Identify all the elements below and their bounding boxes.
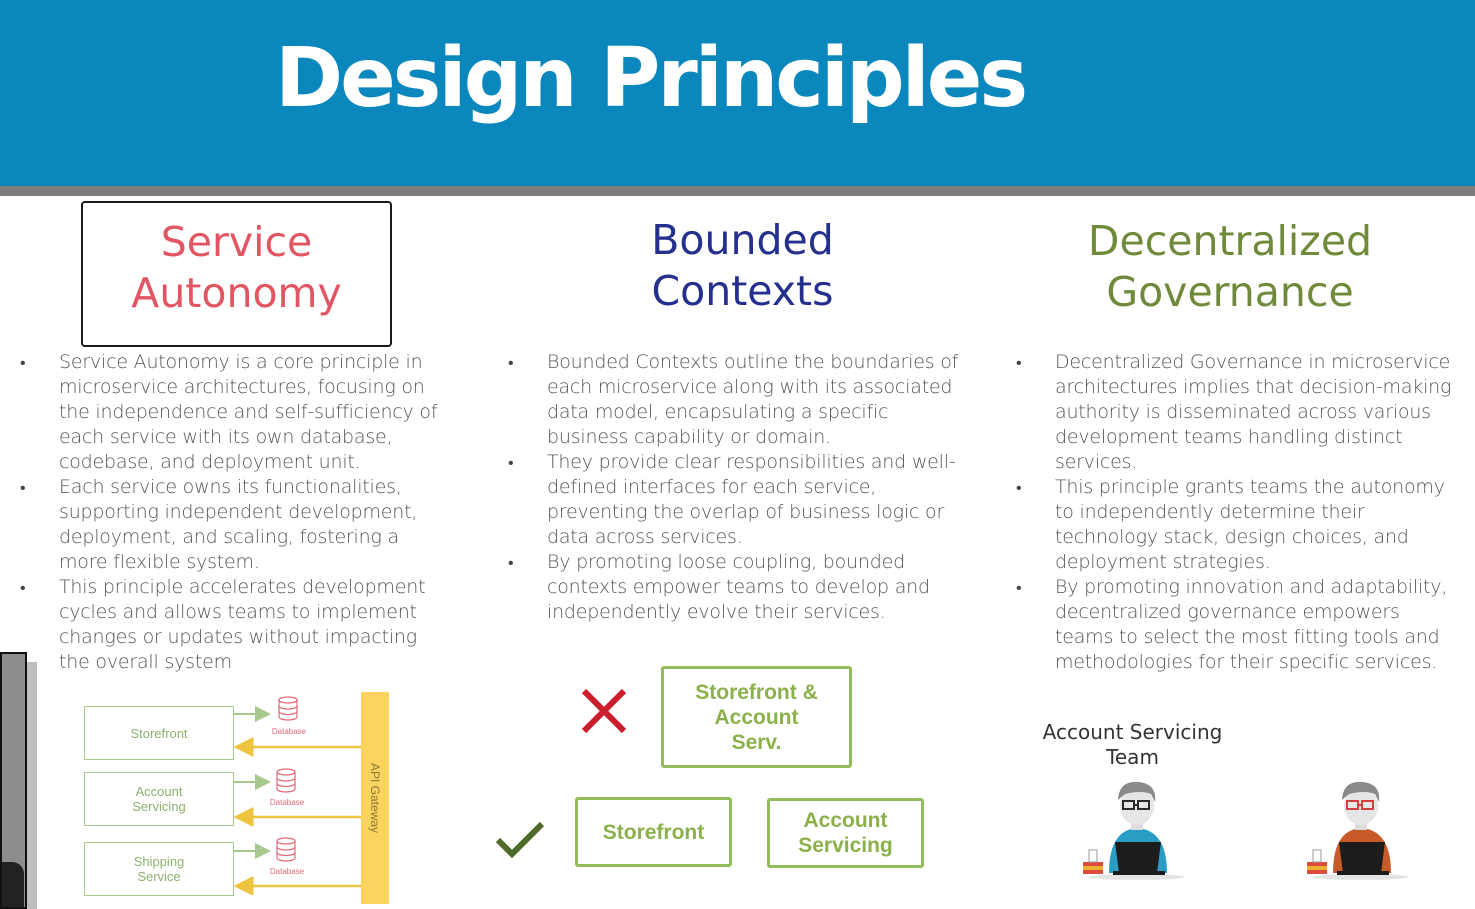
database-label: Database [269, 798, 305, 807]
video-frame-edge [27, 662, 37, 909]
api-gateway-label: API Gateway [368, 762, 382, 834]
service-autonomy-bullets: Service Autonomy is a core principle in … [20, 350, 445, 675]
bounded-contexts-bullets: Bounded Contexts outline the boundaries … [508, 350, 968, 625]
database-icon [278, 696, 298, 721]
box-label: Storefront [602, 820, 705, 844]
bullet-item: By promoting loose coupling, bounded con… [508, 550, 968, 625]
page-title: Design Principles [275, 31, 1028, 126]
heading-line: Contexts [651, 267, 834, 315]
check-icon [495, 821, 545, 859]
database-icon [276, 768, 296, 793]
heading-line: Autonomy [131, 269, 342, 317]
box-label: Account [803, 809, 888, 832]
bullet-item: Each service owns its functionalities, s… [20, 475, 445, 575]
combined-service-box: Storefront & Account Serv. [661, 666, 852, 768]
heading-line: Governance [1106, 268, 1354, 316]
service-label: Storefront [130, 725, 188, 741]
presenter-silhouette [2, 862, 24, 907]
service-label: Service [137, 869, 181, 884]
bullet-item: This principle accelerates development c… [20, 575, 445, 675]
banner-divider [0, 186, 1475, 196]
service-arrows [233, 706, 361, 895]
team-label-line: Team [1106, 745, 1159, 769]
heading-line: Bounded [651, 216, 834, 264]
bullet-item: Decentralized Governance in microservice… [1016, 350, 1461, 475]
service-box-storefront: Storefront [84, 706, 234, 760]
bullet-item: By promoting innovation and adaptability… [1016, 575, 1461, 675]
heading-decentralized-governance: Decentralized Governance [1060, 216, 1400, 318]
box-label: Account [714, 705, 799, 729]
service-label: Account [135, 784, 183, 799]
presenter-video-thumbnail [0, 652, 27, 909]
service-label: Servicing [132, 799, 186, 814]
decentralized-governance-bullets: Decentralized Governance in microservice… [1016, 350, 1461, 675]
heading-highlight-box [81, 201, 392, 347]
database-icon [276, 837, 296, 862]
box-label: Servicing [798, 834, 893, 857]
heading-line: Decentralized [1087, 217, 1373, 265]
developer-avatar-icon [1307, 781, 1409, 880]
bullet-item: Service Autonomy is a core principle in … [20, 350, 445, 475]
service-box-account-servicing: Account Servicing [84, 772, 234, 826]
api-gateway-bar [361, 692, 389, 904]
heading-line: Service [160, 218, 313, 266]
team-label: Account Servicing Team [1030, 720, 1235, 770]
team-label-line: Account Servicing [1042, 720, 1223, 744]
developer-avatar-icon [1083, 781, 1185, 880]
cross-icon [581, 688, 627, 734]
service-label: Shipping [133, 854, 185, 869]
database-label: Database [269, 867, 305, 876]
heading-service-autonomy: Service Autonomy [81, 217, 392, 319]
title-banner: Design Principles [0, 0, 1475, 186]
bullet-item: Bounded Contexts outline the boundaries … [508, 350, 968, 450]
storefront-box: Storefront [575, 797, 732, 867]
database-label: Database [271, 727, 307, 736]
service-box-shipping-service: Shipping Service [84, 842, 234, 896]
box-label: Storefront & [695, 680, 818, 704]
heading-bounded-contexts: Bounded Contexts [560, 215, 925, 317]
box-label: Serv. [731, 730, 782, 754]
account-servicing-box: Account Servicing [767, 798, 924, 868]
bullet-item: They provide clear responsibilities and … [508, 450, 968, 550]
bullet-item: This principle grants teams the autonomy… [1016, 475, 1461, 575]
